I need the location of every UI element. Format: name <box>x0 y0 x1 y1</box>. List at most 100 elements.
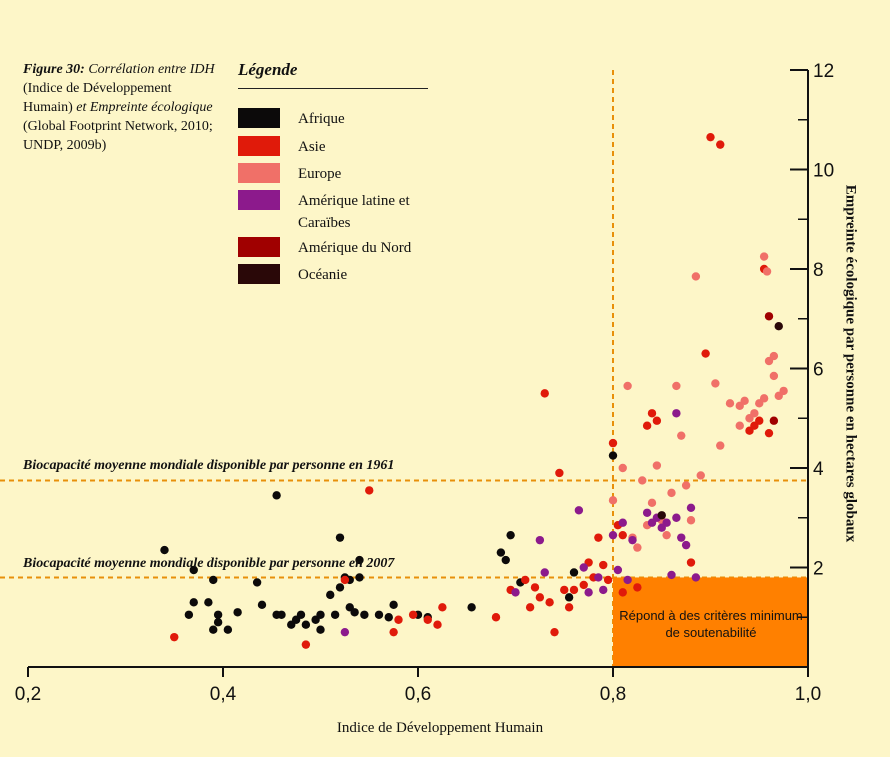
point-s0-15 <box>277 610 286 619</box>
legend-swatch <box>238 190 280 210</box>
point-s1-6 <box>408 610 418 619</box>
x-axis-label: Indice de Développement Humain <box>336 720 544 736</box>
legend-label: Océanie <box>298 267 348 283</box>
point-s3-4 <box>574 506 584 515</box>
point-s1-27 <box>599 560 608 570</box>
point-s2-30 <box>769 351 779 361</box>
y-tick-label-2: 6 <box>813 360 824 381</box>
point-s1-10 <box>491 613 501 622</box>
x-tick-label-1: 0,4 <box>210 684 237 705</box>
point-s3-2 <box>535 535 545 545</box>
point-s0-10 <box>233 608 242 617</box>
point-s3-20 <box>672 409 681 418</box>
point-s1-26 <box>594 533 603 542</box>
point-s0-31 <box>355 555 364 565</box>
point-s1-35 <box>686 558 696 567</box>
point-s0-4 <box>204 598 213 607</box>
annotation-1961: Biocapacité moyenne mondiale disponible … <box>23 458 395 473</box>
point-s2-0 <box>608 496 618 505</box>
point-s0-26 <box>335 533 345 542</box>
caption-plain: (Indice de Développement Humain) <box>23 81 172 115</box>
point-s1-42 <box>764 428 774 438</box>
point-s2-7 <box>647 498 657 508</box>
y-tick-label-5: 12 <box>813 61 834 82</box>
point-s1-31 <box>633 583 642 592</box>
point-s3-22 <box>681 540 691 550</box>
legend-label: Afrique <box>298 111 345 127</box>
data-points <box>160 132 788 649</box>
point-s1-4 <box>389 627 398 637</box>
point-s3-5 <box>579 563 588 572</box>
point-s0-36 <box>389 600 398 610</box>
point-s1-28 <box>603 575 613 585</box>
point-s0-42 <box>506 530 515 540</box>
point-s1-21 <box>564 603 574 612</box>
point-s1-2 <box>340 575 350 585</box>
point-s0-18 <box>296 610 306 619</box>
point-s3-11 <box>618 518 627 527</box>
point-s0-3 <box>184 610 194 619</box>
point-s0-8 <box>213 618 223 627</box>
point-s2-14 <box>681 481 691 490</box>
point-s2-5 <box>638 476 647 485</box>
caption-source: (Global Footprint Network, 2010; UNDP, 2… <box>23 119 213 153</box>
point-s0-23 <box>326 590 335 600</box>
y-tick-label-3: 8 <box>813 260 824 281</box>
point-s2-12 <box>672 381 681 391</box>
legend-swatch <box>238 237 280 257</box>
point-s1-41 <box>755 416 764 425</box>
point-s0-32 <box>355 573 364 582</box>
legend-swatch <box>238 108 280 128</box>
point-s3-1 <box>511 588 520 597</box>
point-s0-2 <box>189 598 198 607</box>
point-s0-7 <box>213 610 223 619</box>
point-s1-8 <box>433 620 442 629</box>
point-s0-24 <box>330 610 340 619</box>
point-s0-40 <box>496 548 506 557</box>
point-s3-23 <box>686 503 696 512</box>
point-s0-13 <box>272 491 281 500</box>
point-s2-22 <box>740 396 749 406</box>
y-tick-label-4: 10 <box>813 161 834 182</box>
point-s2-11 <box>667 488 676 498</box>
sustainability-box-label: Répond à des critères minimum de soutena… <box>619 608 803 640</box>
point-s1-45 <box>618 530 627 540</box>
point-s0-25 <box>335 583 345 592</box>
point-s4-1 <box>769 416 779 425</box>
point-s3-13 <box>628 535 637 545</box>
point-s3-3 <box>540 568 549 577</box>
point-s1-30 <box>618 588 627 597</box>
x-tick-label-2: 0,6 <box>405 684 431 705</box>
point-s1-32 <box>642 421 652 430</box>
point-s3-18 <box>662 518 671 527</box>
point-s2-16 <box>691 272 701 281</box>
point-s1-17 <box>545 598 554 607</box>
point-s1-33 <box>647 409 657 418</box>
point-s2-15 <box>686 516 696 525</box>
point-s1-36 <box>701 349 710 358</box>
y-axis-label: Empreinte écologique par personne en hec… <box>842 184 859 543</box>
point-s2-17 <box>696 471 705 480</box>
x-tick-label-4: 1,0 <box>795 684 821 705</box>
point-s3-12 <box>623 575 632 585</box>
point-s0-1 <box>189 565 198 575</box>
point-s0-22 <box>316 625 325 634</box>
point-s1-19 <box>555 468 564 478</box>
point-s3-0 <box>340 627 350 637</box>
point-s0-19 <box>301 620 311 629</box>
point-s0-41 <box>501 555 510 565</box>
legend-swatch <box>238 136 280 156</box>
y-tick-label-0: 2 <box>813 559 824 580</box>
legend-label: Europe <box>298 166 342 182</box>
point-s3-25 <box>672 513 681 522</box>
point-s4-0 <box>764 312 774 321</box>
x-tick-label-3: 0,8 <box>600 684 626 705</box>
point-s3-24 <box>691 573 701 582</box>
point-s2-27 <box>759 252 769 261</box>
point-s3-8 <box>599 585 608 595</box>
point-s0-46 <box>608 451 618 460</box>
point-s1-15 <box>535 593 545 602</box>
point-s3-9 <box>608 530 618 540</box>
legend-title: Légende <box>238 60 298 79</box>
point-s1-9 <box>438 603 447 612</box>
